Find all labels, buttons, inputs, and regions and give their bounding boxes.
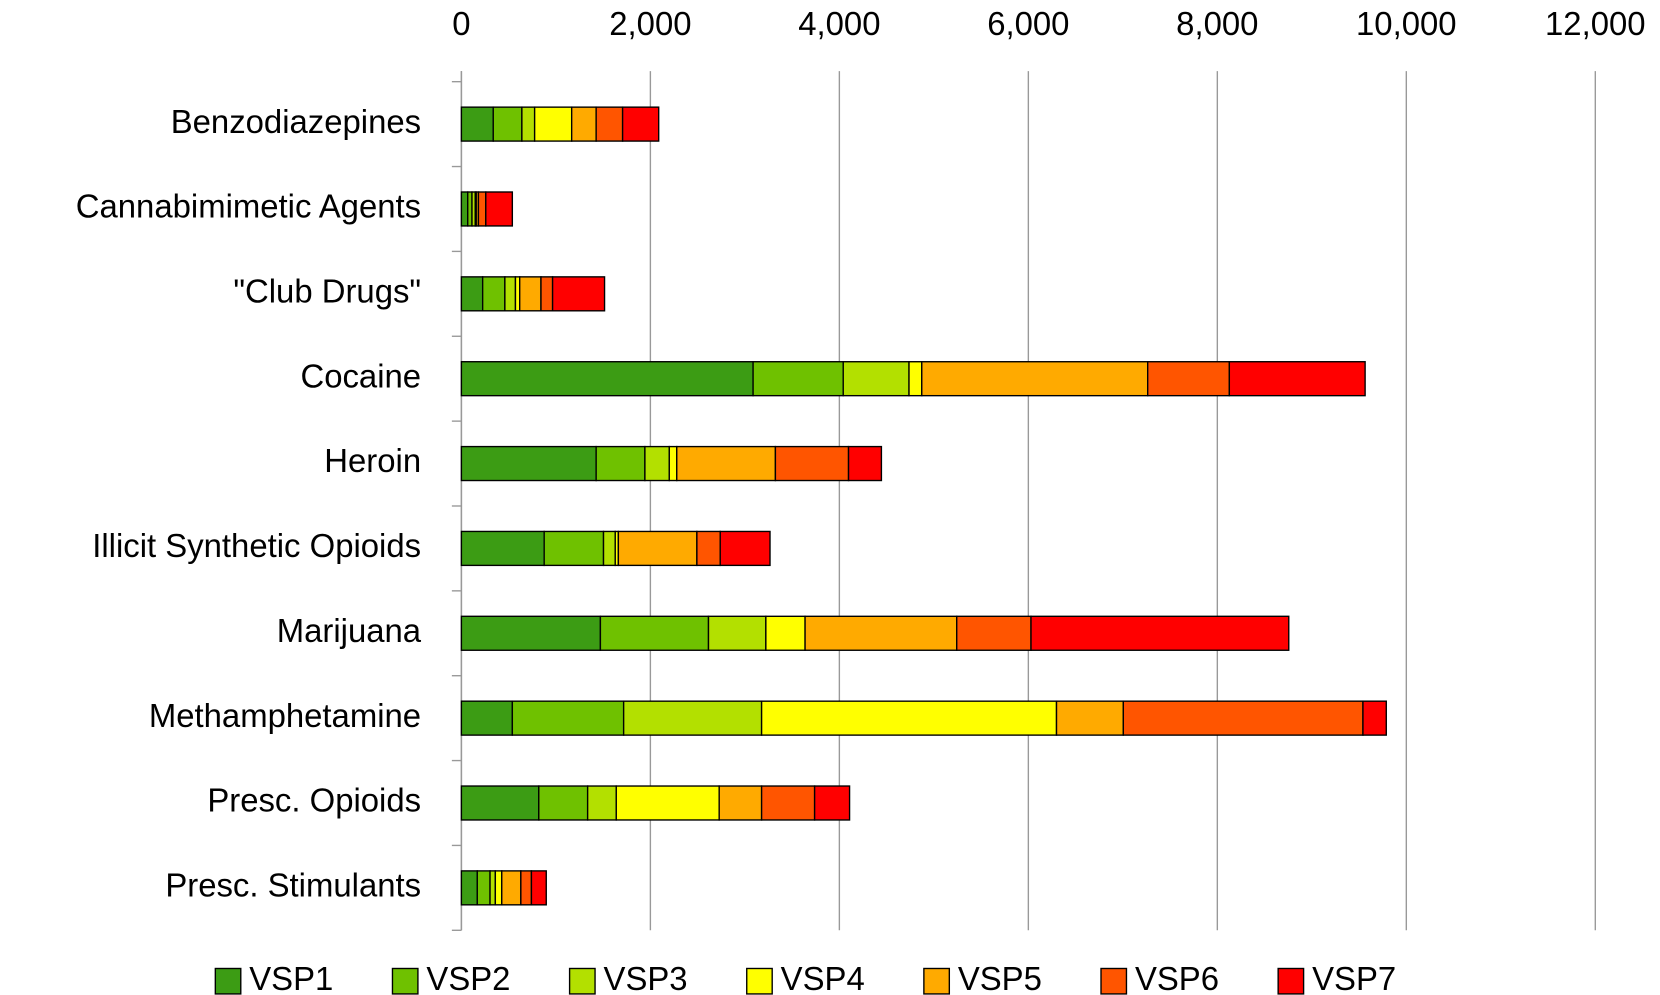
legend-label: VSP6 — [1135, 960, 1219, 995]
bar-segment — [765, 615, 806, 651]
bar-segment — [622, 700, 763, 736]
legend-swatch — [1100, 967, 1128, 995]
bar-segment — [760, 785, 816, 821]
y-tick-label: Illicit Synthetic Opioids — [92, 527, 421, 564]
bar-segment — [760, 700, 1058, 736]
bar-segment — [1030, 615, 1290, 651]
bar-segment — [476, 870, 491, 906]
legend-label: VSP1 — [249, 960, 333, 995]
bar-segment — [477, 191, 487, 227]
bar-segment — [956, 615, 1032, 651]
bar-segment — [908, 361, 923, 397]
legend-label: VSP2 — [426, 960, 510, 995]
legend-swatch — [391, 967, 419, 995]
bar-segment — [460, 785, 540, 821]
bar-segment — [1147, 361, 1231, 397]
bar-segment — [501, 870, 522, 906]
bar-segment — [1362, 700, 1387, 736]
legend-swatch — [568, 967, 596, 995]
bar-segment — [595, 445, 646, 482]
bar-segment — [676, 445, 777, 482]
bar-segment — [460, 276, 484, 312]
bar-segment — [489, 870, 497, 906]
bar-segment — [533, 106, 573, 142]
y-tick-label: Cocaine — [300, 357, 421, 394]
bar-segment — [460, 361, 754, 397]
y-tick-label: Presc. Stimulants — [165, 867, 421, 904]
bar-segment — [921, 361, 1149, 397]
bar-segment — [707, 615, 767, 651]
bar-segment — [774, 445, 850, 482]
legend-swatch — [214, 967, 242, 995]
bar-segment — [718, 785, 763, 821]
bar-segment — [543, 530, 605, 567]
bar-segment — [521, 106, 536, 142]
bar-segment — [599, 615, 710, 651]
legend-label: VSP3 — [604, 960, 688, 995]
y-tick-label: Methamphetamine — [149, 697, 421, 734]
x-tick-label: 6,000 — [987, 5, 1069, 42]
x-tick-label: 0 — [452, 5, 470, 42]
bar-segment — [595, 106, 624, 142]
bar-segment — [530, 870, 547, 906]
bar-segment — [540, 276, 554, 312]
bar-segment — [570, 106, 597, 142]
bar-segment — [617, 530, 698, 567]
bar-segment — [1228, 361, 1366, 397]
bar-segment — [519, 276, 542, 312]
legend-swatch — [1277, 967, 1305, 995]
bar-segment — [847, 445, 883, 482]
bar-segment — [615, 785, 720, 821]
bar-segment — [460, 106, 494, 142]
x-tick-label: 10,000 — [1356, 5, 1457, 42]
bar-segment — [621, 106, 660, 142]
y-tick-label: Benzodiazepines — [171, 103, 421, 140]
x-tick-label: 4,000 — [798, 5, 880, 42]
bar-segment — [460, 530, 545, 567]
bar-segment — [813, 785, 851, 821]
bar-segment — [696, 530, 721, 567]
bar-segment — [586, 785, 617, 821]
bar-segment — [1122, 700, 1364, 736]
bar-segment — [602, 530, 616, 567]
legend-label: VSP4 — [781, 960, 865, 995]
bar-segment — [719, 530, 771, 567]
bar-segment — [668, 445, 678, 482]
legend-swatch — [746, 967, 773, 995]
y-tick-label: Cannabimimetic Agents — [76, 188, 421, 225]
bar-segment — [1055, 700, 1125, 736]
bar-segment — [460, 700, 514, 736]
bar-segment — [511, 700, 625, 736]
y-tick-label: Marijuana — [277, 612, 422, 649]
bar-segment — [460, 445, 597, 482]
legend-label: VSP7 — [1312, 960, 1396, 995]
legend-label: VSP5 — [958, 960, 1042, 995]
bar-segment — [494, 870, 503, 906]
x-tick-label: 12,000 — [1545, 5, 1646, 42]
bar-segment — [492, 106, 523, 142]
bar-segment — [460, 870, 478, 906]
y-tick-label: Heroin — [324, 442, 421, 479]
bar-segment — [644, 445, 670, 482]
bar-segment — [842, 361, 910, 397]
bar-segment — [504, 276, 517, 312]
bar-segment — [804, 615, 958, 651]
bar-segment — [481, 276, 506, 312]
x-tick-label: 8,000 — [1176, 5, 1258, 42]
x-tick-label: 2,000 — [609, 5, 691, 42]
y-tick-label: "Club Drugs" — [233, 273, 421, 310]
bar-segment — [485, 191, 514, 227]
bar-segment — [752, 361, 844, 397]
bar-segment — [460, 615, 602, 651]
bar-segment — [460, 191, 469, 227]
y-tick-label: Presc. Opioids — [207, 782, 421, 819]
legend-swatch — [923, 967, 951, 995]
bar-segment — [520, 870, 533, 906]
bar-segment — [538, 785, 589, 821]
bar-segment — [551, 276, 606, 312]
